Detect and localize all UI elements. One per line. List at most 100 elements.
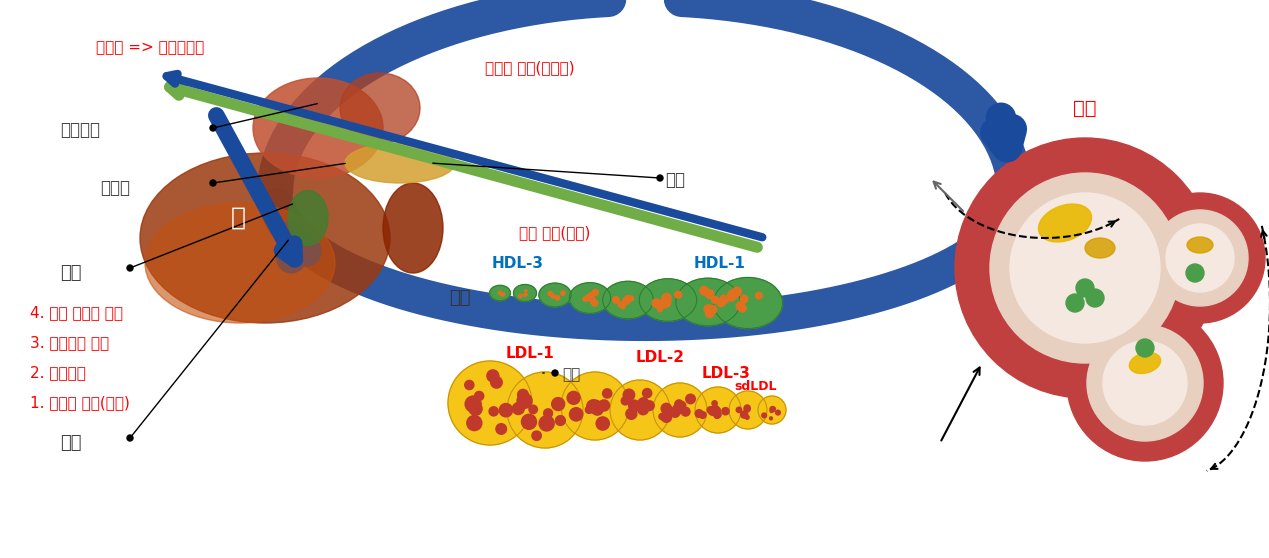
- Circle shape: [679, 402, 685, 409]
- Text: HDL-1: HDL-1: [694, 256, 746, 271]
- Circle shape: [448, 361, 532, 445]
- Circle shape: [1086, 289, 1104, 307]
- Text: 4. 남는 쓰레기 처리: 4. 남는 쓰레기 처리: [30, 305, 123, 320]
- Text: sdLDL: sdLDL: [735, 379, 777, 392]
- Ellipse shape: [340, 73, 420, 143]
- Ellipse shape: [140, 153, 390, 323]
- Circle shape: [624, 297, 631, 304]
- Text: 1. 담즙산 저장(산성): 1. 담즙산 저장(산성): [30, 396, 129, 411]
- Ellipse shape: [713, 277, 783, 329]
- Circle shape: [529, 405, 538, 413]
- Circle shape: [638, 398, 648, 408]
- Circle shape: [706, 310, 713, 318]
- Circle shape: [532, 431, 542, 440]
- Circle shape: [556, 416, 565, 425]
- Circle shape: [588, 295, 593, 300]
- Circle shape: [475, 391, 483, 401]
- Circle shape: [518, 389, 528, 400]
- Ellipse shape: [253, 78, 383, 178]
- Circle shape: [1066, 294, 1084, 312]
- Circle shape: [585, 406, 593, 413]
- Circle shape: [769, 417, 773, 420]
- Circle shape: [645, 401, 655, 411]
- Circle shape: [628, 296, 633, 301]
- Circle shape: [744, 407, 750, 412]
- Circle shape: [744, 405, 750, 411]
- Circle shape: [662, 299, 671, 307]
- Circle shape: [209, 125, 216, 131]
- Circle shape: [543, 409, 552, 418]
- Text: 간문맥: 간문맥: [100, 179, 129, 197]
- Circle shape: [745, 415, 749, 419]
- Text: 비장: 비장: [449, 289, 471, 307]
- Circle shape: [681, 407, 690, 416]
- Circle shape: [662, 294, 671, 302]
- Circle shape: [695, 410, 703, 417]
- Circle shape: [209, 180, 216, 186]
- Circle shape: [591, 403, 603, 415]
- Circle shape: [610, 380, 670, 440]
- Text: 쭼장: 쭼장: [665, 171, 685, 189]
- Circle shape: [728, 294, 736, 301]
- Circle shape: [499, 403, 513, 417]
- Ellipse shape: [490, 285, 510, 301]
- Circle shape: [652, 299, 660, 307]
- Circle shape: [670, 407, 680, 417]
- Text: 혁관: 혁관: [1074, 99, 1096, 118]
- Circle shape: [712, 296, 718, 304]
- Circle shape: [470, 402, 482, 415]
- Ellipse shape: [1129, 353, 1161, 373]
- Circle shape: [487, 370, 499, 382]
- Circle shape: [548, 291, 552, 296]
- Circle shape: [659, 413, 665, 420]
- Circle shape: [714, 413, 720, 418]
- Circle shape: [732, 287, 741, 296]
- Circle shape: [628, 400, 640, 411]
- Circle shape: [661, 297, 669, 304]
- Circle shape: [539, 416, 555, 431]
- Circle shape: [586, 400, 600, 413]
- Circle shape: [567, 391, 580, 405]
- Circle shape: [1152, 210, 1247, 306]
- Circle shape: [660, 300, 669, 308]
- Ellipse shape: [603, 281, 654, 319]
- Circle shape: [661, 403, 671, 414]
- Circle shape: [1134, 193, 1265, 323]
- Circle shape: [590, 297, 595, 302]
- Circle shape: [728, 291, 737, 300]
- Ellipse shape: [570, 283, 610, 313]
- Circle shape: [708, 406, 717, 415]
- Circle shape: [1067, 305, 1223, 461]
- Ellipse shape: [1187, 237, 1213, 253]
- Text: 2. 지방소화: 2. 지방소화: [30, 365, 86, 381]
- Ellipse shape: [145, 203, 335, 323]
- Circle shape: [589, 400, 599, 410]
- Circle shape: [501, 293, 504, 296]
- Text: 소화액 분비(알칼리): 소화액 분비(알칼리): [485, 60, 575, 75]
- Circle shape: [588, 293, 594, 299]
- Circle shape: [708, 306, 717, 314]
- Circle shape: [491, 377, 503, 388]
- Circle shape: [596, 417, 609, 430]
- Circle shape: [739, 305, 746, 312]
- Circle shape: [722, 407, 730, 415]
- Circle shape: [496, 424, 506, 434]
- Circle shape: [585, 295, 591, 301]
- Circle shape: [661, 412, 671, 422]
- Circle shape: [499, 291, 501, 293]
- Circle shape: [727, 290, 737, 300]
- Circle shape: [685, 394, 695, 404]
- Circle shape: [467, 416, 482, 431]
- Circle shape: [508, 372, 582, 448]
- Circle shape: [713, 411, 721, 418]
- Circle shape: [775, 410, 780, 415]
- Circle shape: [675, 400, 684, 408]
- Text: 중성화 => 소화액분비: 중성화 => 소화액분비: [96, 41, 204, 55]
- Circle shape: [523, 294, 525, 296]
- Circle shape: [582, 297, 588, 301]
- Text: HDL-3: HDL-3: [492, 256, 544, 271]
- Ellipse shape: [345, 143, 456, 183]
- Circle shape: [770, 407, 775, 412]
- Ellipse shape: [640, 279, 697, 321]
- Circle shape: [603, 389, 612, 398]
